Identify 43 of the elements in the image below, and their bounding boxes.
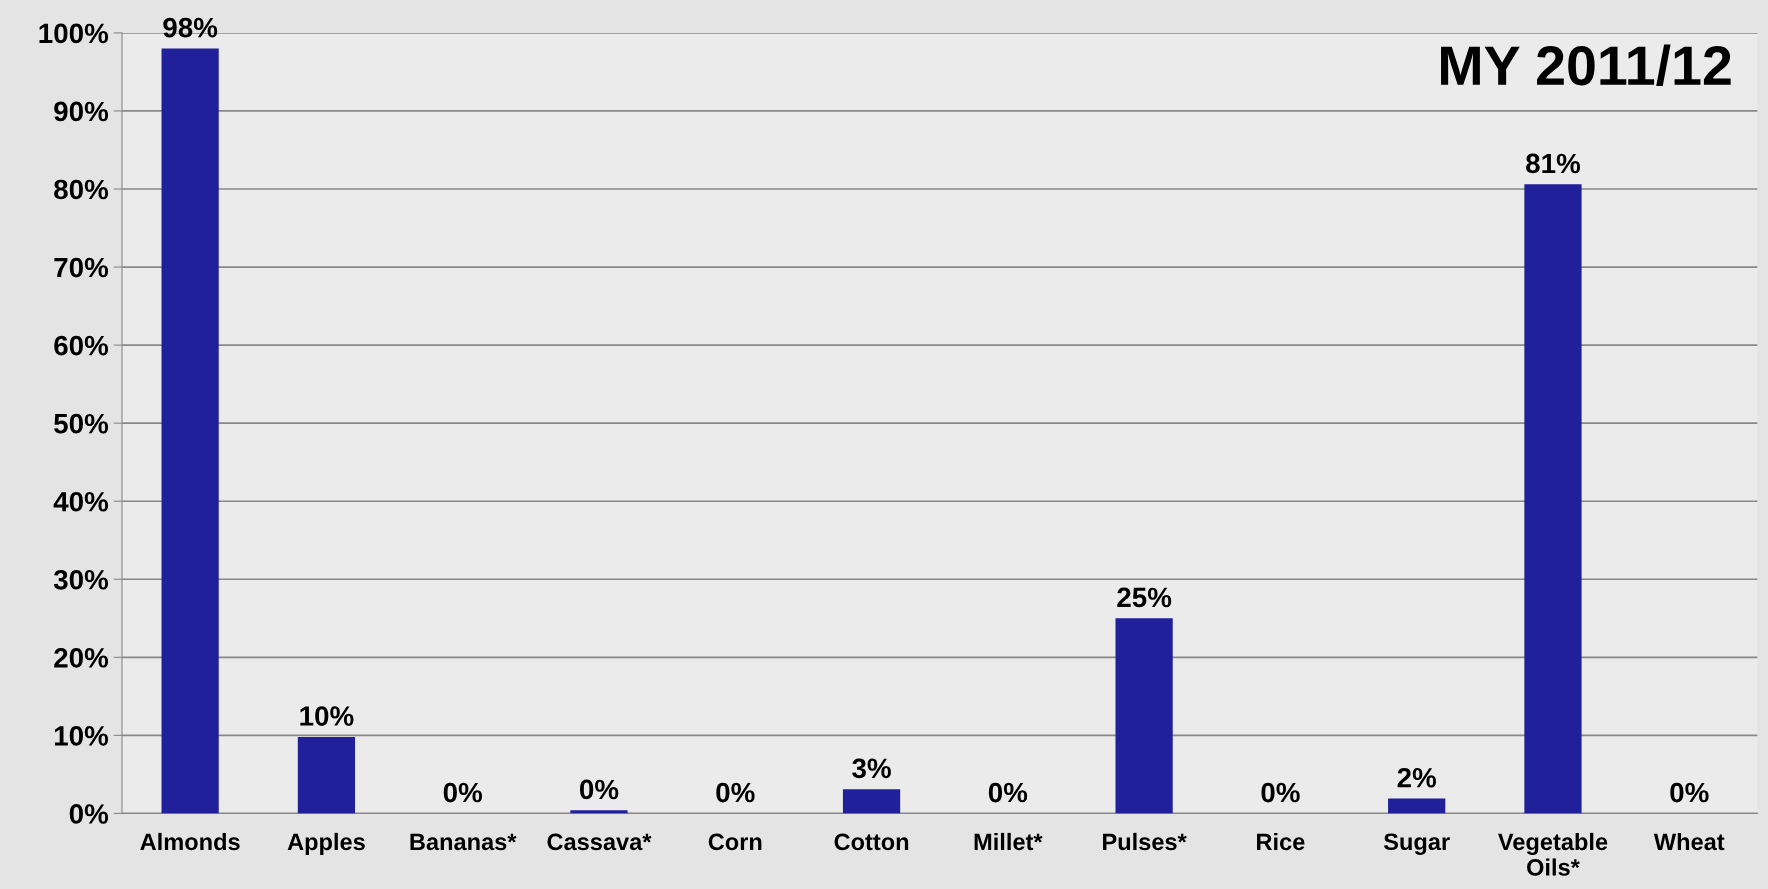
x-tick-label: Apples [287, 832, 365, 855]
data-label: 0% [1261, 782, 1300, 803]
y-tick-label: 10% [54, 726, 109, 746]
x-tick-label: Cotton [834, 833, 909, 851]
x-tick-label: Pulses* [1103, 832, 1187, 851]
data-label: 81% [1526, 153, 1581, 174]
y-tick-label: 90% [54, 101, 109, 122]
x-tick-label: Almonds [140, 832, 240, 851]
y-tick-label: 100% [39, 23, 109, 44]
y-tick-label: 50% [54, 413, 109, 434]
data-label: 0% [580, 779, 619, 800]
y-tick-label: 80% [54, 179, 109, 200]
data-label: 3% [852, 758, 891, 779]
x-tick-label: Vegetable Oils* [1498, 832, 1608, 876]
x-tick-label: Sugar [1383, 833, 1450, 855]
data-label: 98% [163, 17, 218, 38]
data-label: 0% [988, 782, 1028, 803]
data-label: 0% [1670, 782, 1709, 803]
x-tick-label: Millet* [974, 832, 1043, 851]
y-tick-label: 70% [54, 257, 109, 278]
bar [570, 810, 628, 814]
y-tick-label: 40% [53, 491, 109, 512]
y-tick-label: 0% [69, 804, 109, 824]
bar [297, 736, 356, 814]
data-label: 25% [1117, 587, 1172, 608]
bar [1388, 798, 1446, 814]
y-tick-label: 60% [54, 335, 109, 356]
data-label: 2% [1397, 767, 1437, 788]
x-tick-label: Bananas* [410, 833, 517, 851]
x-tick-label: Wheat [1653, 832, 1725, 851]
data-label: 10% [300, 706, 354, 726]
x-tick-label: Rice [1257, 832, 1305, 851]
bar [1115, 618, 1173, 814]
x-tick-label: Cassava* [547, 833, 652, 851]
bar [161, 48, 219, 814]
y-tick-label: 30% [53, 569, 109, 590]
y-tick-label: 20% [54, 647, 109, 668]
data-label: 0% [716, 782, 755, 803]
bar [842, 789, 901, 814]
bar [1524, 184, 1582, 814]
chart-title: MY 2011/12 [1441, 44, 1731, 86]
data-label: 0% [443, 782, 483, 803]
x-tick-label: Corn [708, 833, 762, 851]
